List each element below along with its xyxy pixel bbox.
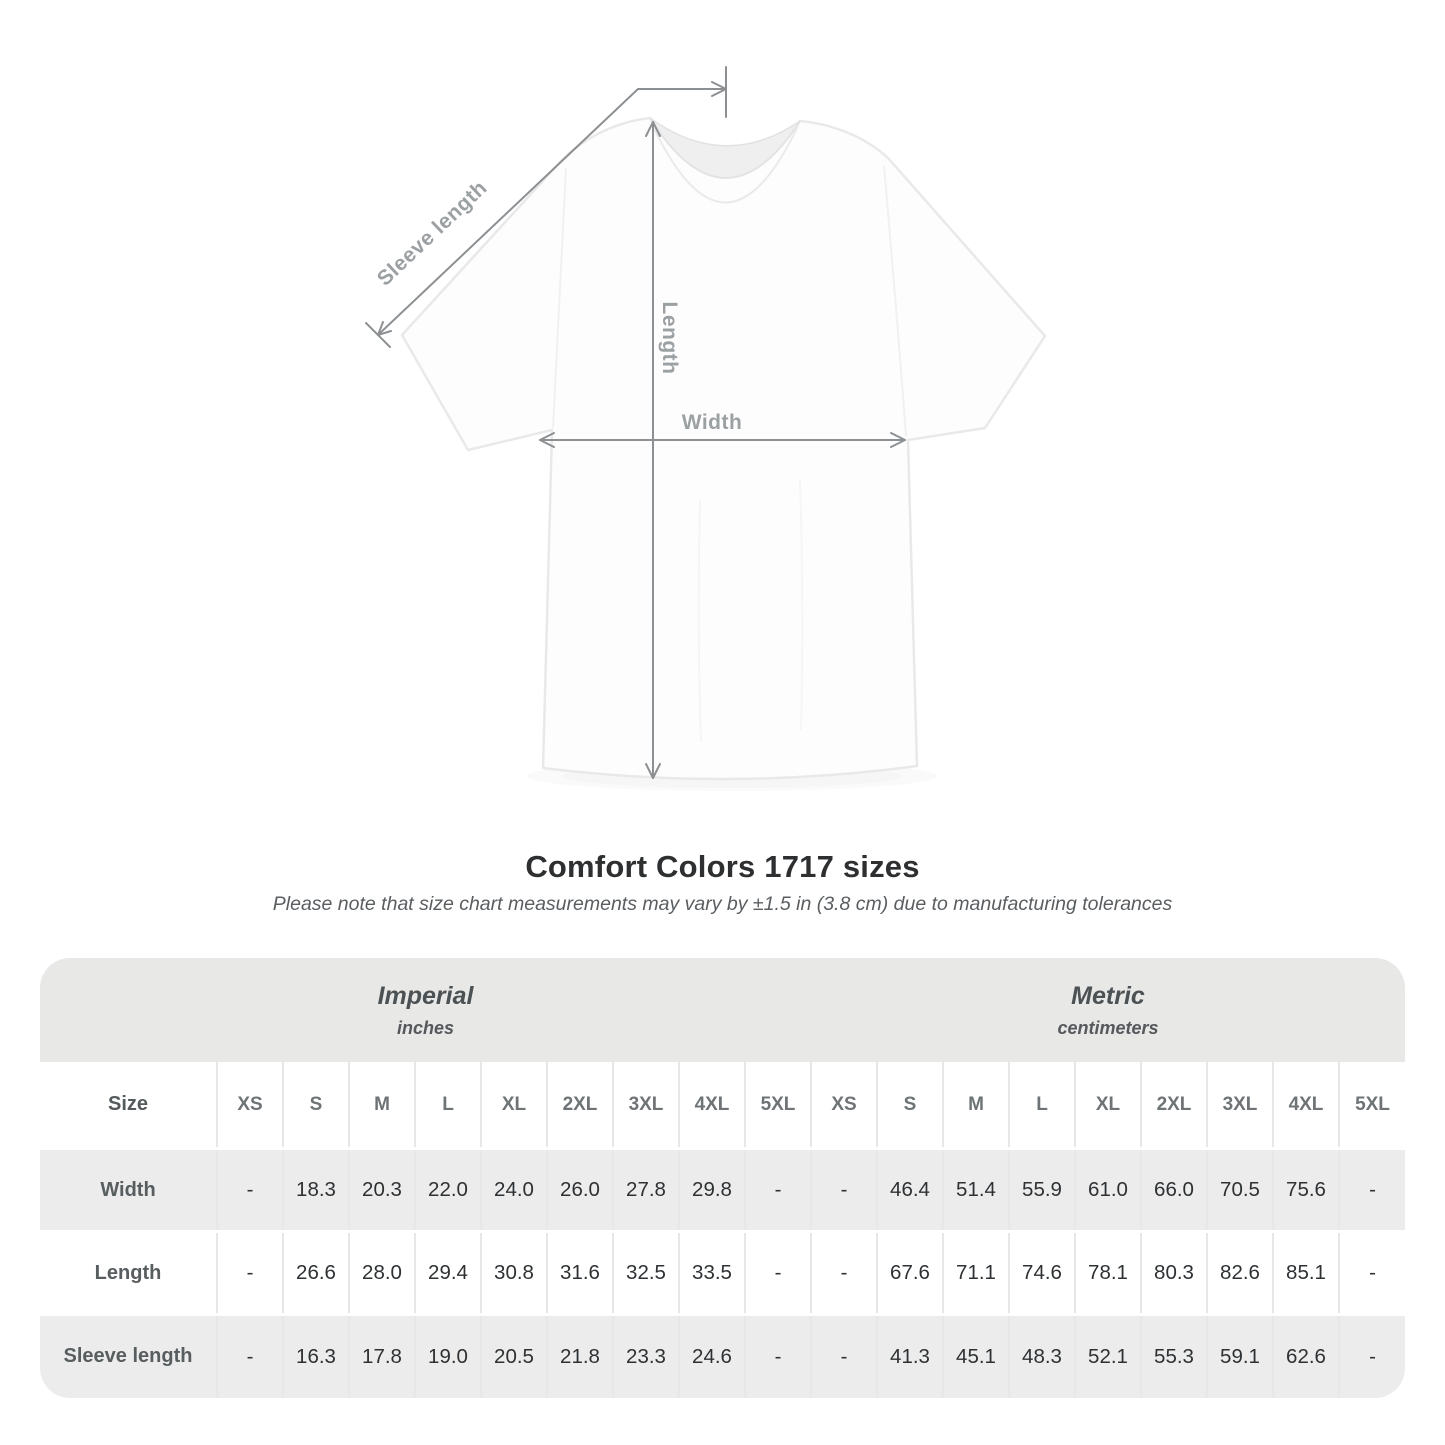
metric-label: Metric bbox=[1071, 981, 1145, 1010]
measurement-cell: 20.3 bbox=[348, 1148, 415, 1232]
measurement-cell: - bbox=[1338, 1314, 1405, 1398]
size-header-cell: L bbox=[1008, 1062, 1075, 1149]
imperial-label: Imperial bbox=[377, 981, 474, 1010]
measurement-cell: 23.3 bbox=[612, 1314, 679, 1398]
measurement-cell: 32.5 bbox=[612, 1231, 679, 1315]
measurement-cell: 52.1 bbox=[1074, 1314, 1141, 1398]
measurement-row: Width -18.3 20.3 22.0 24.0 26.0 27.8 29.8- -46.4… bbox=[40, 1148, 1405, 1232]
measurement-cell: 41.3 bbox=[876, 1314, 943, 1398]
row-label: Sleeve length bbox=[63, 1345, 193, 1368]
size-header-cell: S bbox=[282, 1062, 349, 1149]
measurement-cell: 31.6 bbox=[546, 1231, 613, 1315]
measurement-cell: 82.6 bbox=[1206, 1231, 1273, 1315]
measurement-cell: 51.4 bbox=[942, 1148, 1009, 1232]
length-arrow bbox=[645, 121, 661, 779]
size-header-cell: 2XL bbox=[1140, 1062, 1207, 1149]
size-header-cell: L bbox=[414, 1062, 481, 1149]
measurement-cell: 24.6 bbox=[678, 1314, 745, 1398]
size-column-header: Size bbox=[40, 1062, 217, 1149]
size-header-cell: XS bbox=[216, 1062, 283, 1149]
size-header-cell: 2XL bbox=[546, 1062, 613, 1149]
size-header-cell: XS bbox=[810, 1062, 877, 1149]
imperial-unit: inches bbox=[396, 1017, 455, 1038]
measurement-cell: 18.3 bbox=[282, 1148, 349, 1232]
measurement-cell: 24.0 bbox=[480, 1148, 547, 1232]
measurement-cell: - bbox=[1338, 1231, 1405, 1315]
measurement-cell: - bbox=[744, 1314, 811, 1398]
tolerance-note: Please note that size chart measurements… bbox=[272, 893, 1173, 915]
length-label: Length bbox=[658, 302, 681, 375]
size-header-cell: 5XL bbox=[744, 1062, 811, 1149]
measurement-row: Sleeve length -16.3 17.8 19.0 20.5 21.8 23.3 24… bbox=[40, 1314, 1405, 1398]
measurement-cell: 20.5 bbox=[480, 1314, 547, 1398]
measurement-cell: 66.0 bbox=[1140, 1148, 1207, 1232]
row-label: Width bbox=[100, 1178, 156, 1201]
size-header-cell: 3XL bbox=[612, 1062, 679, 1149]
measurement-cell: 29.8 bbox=[678, 1148, 745, 1232]
size-header-cell: 4XL bbox=[1272, 1062, 1339, 1149]
measurement-cell: 61.0 bbox=[1074, 1148, 1141, 1232]
measurement-cell: 55.3 bbox=[1140, 1314, 1207, 1398]
row-label: Length bbox=[94, 1261, 162, 1284]
measurement-cell: - bbox=[216, 1148, 283, 1232]
measurement-row: Length -26.6 28.0 29.4 30.8 31.6 32.5 33.5- -67.… bbox=[40, 1231, 1405, 1315]
measurement-cell: - bbox=[216, 1314, 283, 1398]
measurement-cell: 29.4 bbox=[414, 1231, 481, 1315]
tshirt-illustration bbox=[400, 116, 1047, 781]
metric-unit: centimeters bbox=[1057, 1017, 1159, 1038]
page-title: Comfort Colors 1717 sizes bbox=[525, 849, 920, 884]
size-header-cell: XL bbox=[1074, 1062, 1141, 1149]
measurement-cell: 19.0 bbox=[414, 1314, 481, 1398]
measurement-cell: - bbox=[216, 1231, 283, 1315]
measurement-cell: 70.5 bbox=[1206, 1148, 1273, 1232]
measurement-cell: - bbox=[744, 1231, 811, 1315]
measurement-cell: 26.6 bbox=[282, 1231, 349, 1315]
size-header-cell: S bbox=[876, 1062, 943, 1149]
size-header-row: Size XS S M L XL 2XL 3XL 4XL 5XL XS S M L XL 2XL 3XL 4XL… bbox=[40, 1062, 1405, 1149]
width-arrow bbox=[539, 432, 906, 448]
sleeve-length-arrow bbox=[365, 66, 727, 348]
measurement-cell: 46.4 bbox=[876, 1148, 943, 1232]
size-header-cell: M bbox=[942, 1062, 1009, 1149]
measurement-cell: 59.1 bbox=[1206, 1314, 1273, 1398]
measurement-cell: 85.1 bbox=[1272, 1231, 1339, 1315]
size-header-cell: 3XL bbox=[1206, 1062, 1273, 1149]
measurement-cell: 45.1 bbox=[942, 1314, 1009, 1398]
measurement-cell: 48.3 bbox=[1008, 1314, 1075, 1398]
measurement-cell: 71.1 bbox=[942, 1231, 1009, 1315]
group-header-imperial: Imperial inches bbox=[40, 958, 811, 1062]
group-header-metric: Metric centimeters bbox=[811, 958, 1405, 1062]
unit-group-row: Imperial inches Metric centimeters bbox=[40, 958, 1405, 1062]
measurement-cell: - bbox=[1338, 1148, 1405, 1232]
measurement-cell: 28.0 bbox=[348, 1231, 415, 1315]
size-table: Imperial inches Metric centimeters Size … bbox=[40, 958, 1405, 1398]
size-header-cell: XL bbox=[480, 1062, 547, 1149]
measurement-cell: - bbox=[810, 1231, 877, 1315]
measurement-cell: 22.0 bbox=[414, 1148, 481, 1232]
measurement-cell: 80.3 bbox=[1140, 1231, 1207, 1315]
measurement-cell: - bbox=[744, 1148, 811, 1232]
tshirt-measurement-diagram: Sleeve length Length Width bbox=[365, 66, 1047, 781]
measurement-cell: 26.0 bbox=[546, 1148, 613, 1232]
measurement-cell: 21.8 bbox=[546, 1314, 613, 1398]
measurement-cell: 75.6 bbox=[1272, 1148, 1339, 1232]
measurement-cell: 67.6 bbox=[876, 1231, 943, 1315]
measurement-cell: 62.6 bbox=[1272, 1314, 1339, 1398]
measurement-cell: 78.1 bbox=[1074, 1231, 1141, 1315]
measurement-cell: - bbox=[810, 1148, 877, 1232]
measurement-cell: 30.8 bbox=[480, 1231, 547, 1315]
measurement-cell: 27.8 bbox=[612, 1148, 679, 1232]
size-header-cell: 4XL bbox=[678, 1062, 745, 1149]
size-header-cell: 5XL bbox=[1338, 1062, 1405, 1149]
measurement-cell: 16.3 bbox=[282, 1314, 349, 1398]
size-header-cell: M bbox=[348, 1062, 415, 1149]
width-label: Width bbox=[682, 411, 743, 434]
measurement-cell: 33.5 bbox=[678, 1231, 745, 1315]
measurement-cell: 74.6 bbox=[1008, 1231, 1075, 1315]
measurement-cell: - bbox=[810, 1314, 877, 1398]
measurement-cell: 55.9 bbox=[1008, 1148, 1075, 1232]
measurement-cell: 17.8 bbox=[348, 1314, 415, 1398]
